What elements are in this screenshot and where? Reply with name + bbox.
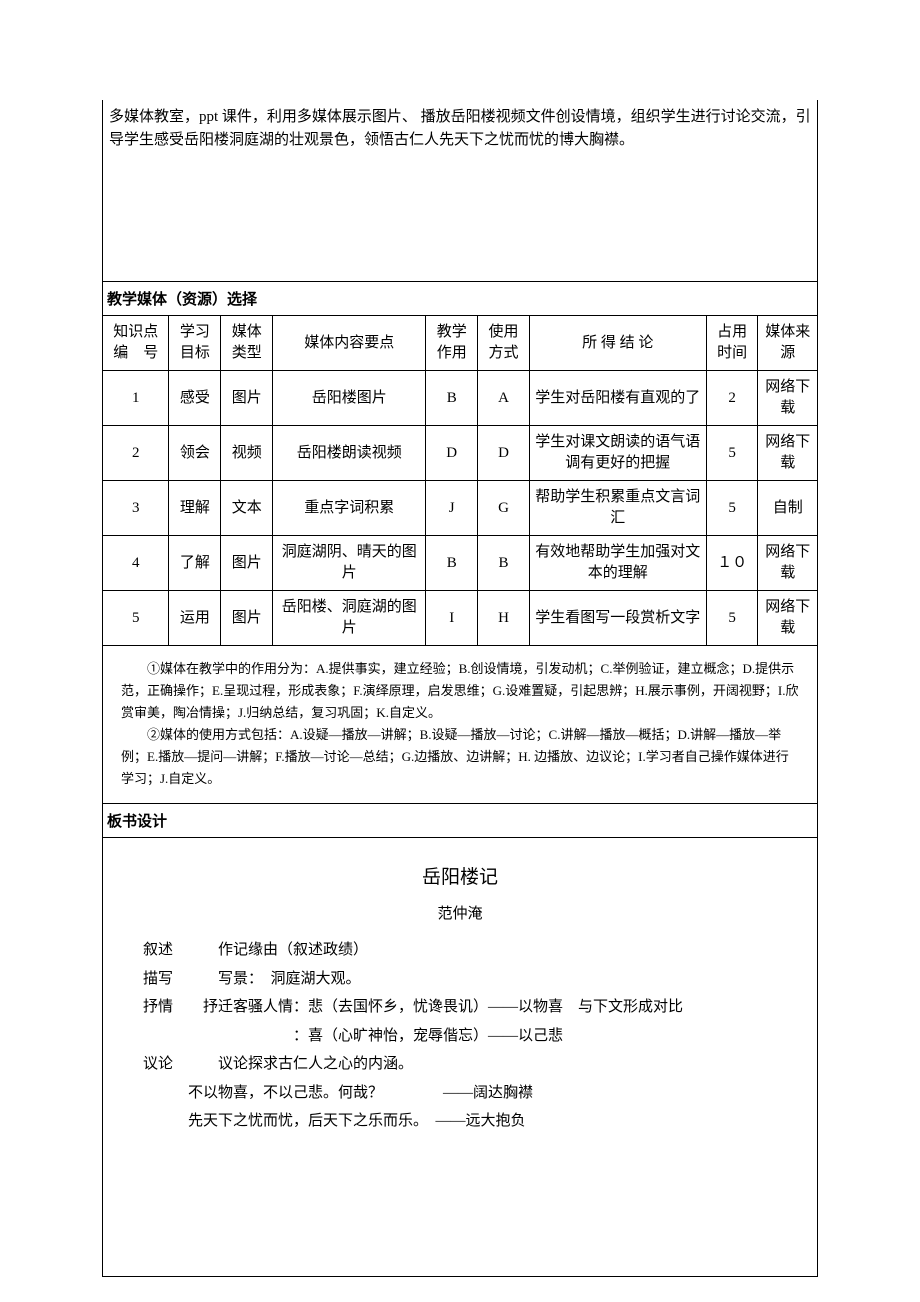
table-cell: 5 xyxy=(706,426,758,481)
table-column-header: 媒体类型 xyxy=(221,316,273,371)
table-cell: 图片 xyxy=(221,536,273,591)
media-section-header: 教学媒体（资源）选择 xyxy=(103,282,817,316)
board-design-cell: 岳阳楼记 范仲淹 叙述 作记缘由（叙述政绩）描写 写景： 洞庭湖大观。抒情 抒迁… xyxy=(103,838,817,1276)
table-cell: 3 xyxy=(103,481,169,536)
table-header-row: 知识点编 号学习目标媒体类型媒体内容要点教学作用使用方式所 得 结 论占用时间媒… xyxy=(103,316,817,371)
table-column-header: 媒体来源 xyxy=(758,316,817,371)
table-cell: 领会 xyxy=(169,426,221,481)
board-line: 叙述 作记缘由（叙述政绩） xyxy=(143,936,777,965)
document-sheet: 多媒体教室，ppt 课件，利用多媒体展示图片、 播放岳阳楼视频文件创设情境，组织… xyxy=(102,100,818,1277)
table-cell: 学生对岳阳楼有直观的了 xyxy=(529,371,706,426)
table-cell: 学生对课文朗读的语气语调有更好的把握 xyxy=(529,426,706,481)
table-cell: 网络下载 xyxy=(758,426,817,481)
table-column-header: 知识点编 号 xyxy=(103,316,169,371)
table-cell: 2 xyxy=(103,426,169,481)
table-cell: 感受 xyxy=(169,371,221,426)
table-column-header: 教学作用 xyxy=(426,316,478,371)
board-author: 范仲淹 xyxy=(143,900,777,929)
notes-paragraph-1: ①媒体在教学中的作用分为：A.提供事实，建立经验；B.创设情境，引发动机；C.举… xyxy=(121,658,799,724)
table-cell: 网络下载 xyxy=(758,371,817,426)
table-cell: H xyxy=(478,591,530,646)
board-line: ：喜（心旷神怡，宠辱偕忘）——以己悲 xyxy=(143,1022,777,1051)
table-column-header: 媒体内容要点 xyxy=(273,316,426,371)
table-cell: I xyxy=(426,591,478,646)
table-cell: 理解 xyxy=(169,481,221,536)
table-cell: B xyxy=(478,536,530,591)
table-column-header: 学习目标 xyxy=(169,316,221,371)
table-row: 1感受图片岳阳楼图片BA学生对岳阳楼有直观的了2网络下载 xyxy=(103,371,817,426)
table-row: 4了解图片洞庭湖阴、晴天的图片BB有效地帮助学生加强对文本的理解１０网络下载 xyxy=(103,536,817,591)
table-cell: 洞庭湖阴、晴天的图片 xyxy=(273,536,426,591)
table-cell: 5 xyxy=(103,591,169,646)
table-cell: １０ xyxy=(706,536,758,591)
table-row: 5运用图片岳阳楼、洞庭湖的图片IH学生看图写一段赏析文字5网络下载 xyxy=(103,591,817,646)
table-cell: B xyxy=(426,371,478,426)
table-cell: D xyxy=(426,426,478,481)
table-cell: 网络下载 xyxy=(758,536,817,591)
table-cell: 了解 xyxy=(169,536,221,591)
media-table: 知识点编 号学习目标媒体类型媒体内容要点教学作用使用方式所 得 结 论占用时间媒… xyxy=(103,316,817,646)
table-cell: 有效地帮助学生加强对文本的理解 xyxy=(529,536,706,591)
table-cell: 帮助学生积累重点文言词汇 xyxy=(529,481,706,536)
table-cell: 图片 xyxy=(221,591,273,646)
table-cell: 5 xyxy=(706,591,758,646)
table-cell: 文本 xyxy=(221,481,273,536)
table-cell: A xyxy=(478,371,530,426)
table-column-header: 占用时间 xyxy=(706,316,758,371)
table-cell: 学生看图写一段赏析文字 xyxy=(529,591,706,646)
table-cell: 图片 xyxy=(221,371,273,426)
table-cell: 5 xyxy=(706,481,758,536)
table-cell: 岳阳楼、洞庭湖的图片 xyxy=(273,591,426,646)
table-row: 2领会视频岳阳楼朗读视频DD学生对课文朗读的语气语调有更好的把握5网络下载 xyxy=(103,426,817,481)
board-line: 抒情 抒迁客骚人情：悲（去国怀乡，忧谗畏讥）——以物喜 与下文形成对比 xyxy=(143,993,777,1022)
media-notes: ①媒体在教学中的作用分为：A.提供事实，建立经验；B.创设情境，引发动机；C.举… xyxy=(103,646,817,804)
table-cell: 2 xyxy=(706,371,758,426)
board-section-header: 板书设计 xyxy=(103,804,817,838)
table-cell: G xyxy=(478,481,530,536)
table-cell: 运用 xyxy=(169,591,221,646)
table-cell: 4 xyxy=(103,536,169,591)
page: 多媒体教室，ppt 课件，利用多媒体展示图片、 播放岳阳楼视频文件创设情境，组织… xyxy=(0,100,920,1277)
board-line: 议论 议论探求古仁人之心的内涵。 xyxy=(143,1050,777,1079)
table-row: 3理解文本重点字词积累JG帮助学生积累重点文言词汇5自制 xyxy=(103,481,817,536)
table-cell: J xyxy=(426,481,478,536)
table-cell: D xyxy=(478,426,530,481)
table-cell: 重点字词积累 xyxy=(273,481,426,536)
board-lines: 叙述 作记缘由（叙述政绩）描写 写景： 洞庭湖大观。抒情 抒迁客骚人情：悲（去国… xyxy=(143,936,777,1136)
board-line: 描写 写景： 洞庭湖大观。 xyxy=(143,965,777,994)
table-column-header: 所 得 结 论 xyxy=(529,316,706,371)
table-cell: 1 xyxy=(103,371,169,426)
board-line: 不以物喜，不以己悲。何哉？ ——阔达胸襟 xyxy=(143,1079,777,1108)
intro-text: 多媒体教室，ppt 课件，利用多媒体展示图片、 播放岳阳楼视频文件创设情境，组织… xyxy=(103,100,817,282)
table-cell: 岳阳楼图片 xyxy=(273,371,426,426)
notes-paragraph-2: ②媒体的使用方式包括：A.设疑—播放—讲解；B.设疑—播放—讨论；C.讲解—播放… xyxy=(121,724,799,790)
table-column-header: 使用方式 xyxy=(478,316,530,371)
table-cell: 视频 xyxy=(221,426,273,481)
board-line: 先天下之忧而忧，后天下之乐而乐。 ——远大抱负 xyxy=(143,1107,777,1136)
table-cell: 网络下载 xyxy=(758,591,817,646)
board-title: 岳阳楼记 xyxy=(143,860,777,896)
table-cell: B xyxy=(426,536,478,591)
table-cell: 岳阳楼朗读视频 xyxy=(273,426,426,481)
table-cell: 自制 xyxy=(758,481,817,536)
